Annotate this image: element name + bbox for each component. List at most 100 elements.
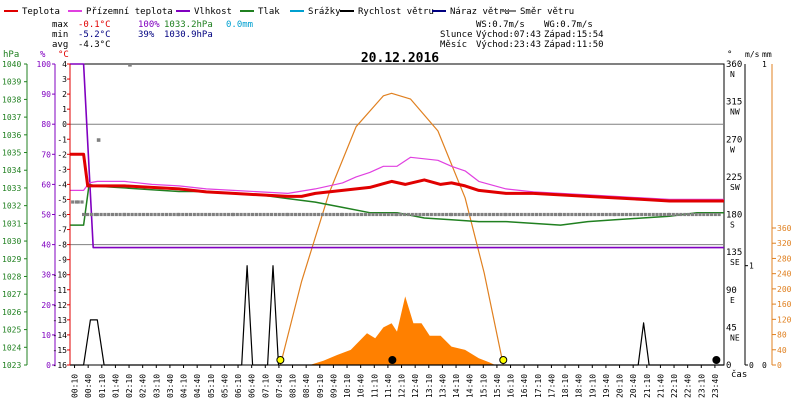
- x-tick-label: 01:10: [98, 374, 107, 398]
- wind-direction-point: [495, 212, 499, 217]
- wind-direction-point: [273, 212, 278, 217]
- solar-tick-label: 80: [777, 331, 787, 340]
- sunset-marker: [499, 356, 508, 364]
- wind-direction-point: [574, 212, 578, 217]
- pressure-tick-label: 1036: [2, 131, 21, 140]
- wind-direction-point: [624, 212, 628, 217]
- wind-direction-point: [352, 212, 356, 217]
- pressure-tick-label: 1032: [2, 202, 21, 211]
- wind-direction-point: [690, 212, 694, 217]
- solar-curve: [279, 92, 504, 366]
- wind-direction-point: [578, 212, 582, 217]
- wind-speed-tick-label: 0: [749, 361, 754, 370]
- temperature-tick-label: -10: [53, 271, 68, 280]
- x-tick-label: 18:10: [561, 374, 570, 398]
- x-tick-label: 17:40: [547, 374, 556, 398]
- temperature-tick-label: -14: [53, 331, 68, 340]
- wind-direction-point: [118, 212, 122, 217]
- solar-tick-label: 200: [777, 285, 792, 294]
- temperature-tick-label: -3: [57, 165, 67, 174]
- humidity-tick-label: 0: [46, 361, 51, 370]
- wind-direction-point: [647, 212, 651, 217]
- wind-direction-point: [379, 212, 383, 217]
- wind-direction-point: [600, 212, 605, 217]
- wind-direction-point: [128, 63, 132, 67]
- temperature-tick-label: 3: [62, 75, 67, 84]
- wind-direction-point: [410, 212, 414, 217]
- wind-direction-point: [399, 212, 403, 217]
- wind-direction-point: [476, 212, 480, 217]
- pressure-tick-label: 1025: [2, 326, 21, 335]
- wind-direction-point: [445, 212, 449, 217]
- temperature-tick-label: -1: [57, 135, 67, 144]
- stat-avg-label: avg: [52, 40, 68, 50]
- stat-max-label: max: [52, 20, 69, 30]
- wind-direction-point: [593, 212, 597, 217]
- wind-direction-point: [554, 212, 558, 217]
- x-tick-label: 23:40: [711, 374, 720, 398]
- wind-direction-tick-label: 315: [726, 98, 742, 108]
- wind-direction-point: [632, 212, 636, 217]
- pressure-tick-label: 1030: [2, 237, 21, 246]
- temperature-tick-label: -5: [57, 195, 67, 204]
- legend-label: Vlhkost: [194, 7, 232, 17]
- stat-avg-temp: -4.3°C: [78, 40, 111, 50]
- wind-direction-point: [142, 212, 146, 217]
- wind-direction-point: [581, 212, 585, 217]
- wind-direction-point: [164, 212, 169, 217]
- wind-direction-point: [309, 212, 313, 217]
- x-tick-label: 07:10: [261, 374, 270, 398]
- temperature-tick-label: -6: [57, 211, 67, 220]
- x-tick-label: 13:10: [425, 374, 434, 398]
- x-tick-label: 20:40: [629, 374, 638, 398]
- wind-direction-point: [663, 212, 667, 217]
- x-tick-label: 16:10: [507, 374, 516, 398]
- sunrise-marker: [276, 356, 285, 364]
- wind-direction-point: [542, 212, 546, 217]
- wind-direction-point: [390, 212, 394, 217]
- wind-direction-tick-label: 180: [726, 211, 742, 221]
- wind-direction-point: [207, 212, 212, 217]
- wind-direction-compass-label: SW: [730, 183, 740, 192]
- wind-direction-point: [709, 212, 714, 217]
- wind-direction-point: [168, 212, 172, 217]
- wind-direction-point: [604, 212, 608, 217]
- x-tick-label: 16:40: [520, 374, 529, 398]
- wind-direction-point: [375, 212, 379, 217]
- stat-max-press: 1033.2hPa: [164, 20, 213, 30]
- x-tick-label: 20:10: [616, 374, 625, 398]
- x-tick-label: 17:10: [534, 374, 543, 398]
- wind-direction-point: [301, 212, 305, 217]
- pressure-tick-label: 1027: [2, 290, 21, 299]
- humidity-tick-label: 50: [41, 211, 51, 220]
- wind-direction-point: [281, 212, 285, 217]
- pressure-tick-label: 1040: [2, 60, 21, 69]
- wind-direction-point: [694, 212, 698, 217]
- wind-direction-point: [204, 212, 208, 217]
- wind-direction-point: [562, 212, 566, 217]
- wind-direction-point: [589, 212, 593, 217]
- x-tick-label: 23:10: [697, 374, 706, 398]
- wind-direction-point: [297, 212, 301, 217]
- wind-direction-point: [706, 212, 710, 217]
- wind-speed-line: [70, 265, 724, 366]
- wind-direction-point: [344, 212, 348, 217]
- legend-label: Teplota: [22, 7, 60, 17]
- wind-direction-point: [99, 212, 103, 217]
- wind-direction-point: [480, 212, 484, 217]
- x-tick-label: 11:40: [384, 374, 393, 398]
- temperature-tick-label: -2: [57, 150, 67, 159]
- wind-direction-point: [223, 212, 227, 217]
- wind-direction-point: [570, 212, 574, 217]
- temperature-tick-label: -13: [53, 316, 68, 325]
- x-tick-label: 01:40: [111, 374, 120, 398]
- wind-direction-point: [74, 200, 79, 204]
- wind-direction-point: [130, 212, 134, 217]
- wind-direction-point: [713, 212, 717, 217]
- wind-direction-point: [558, 212, 563, 217]
- humidity-tick-label: 70: [41, 150, 51, 159]
- wind-direction-point: [89, 212, 93, 217]
- stat-max-rain: 0.0mm: [226, 20, 253, 30]
- x-tick-label: 06:10: [234, 374, 243, 398]
